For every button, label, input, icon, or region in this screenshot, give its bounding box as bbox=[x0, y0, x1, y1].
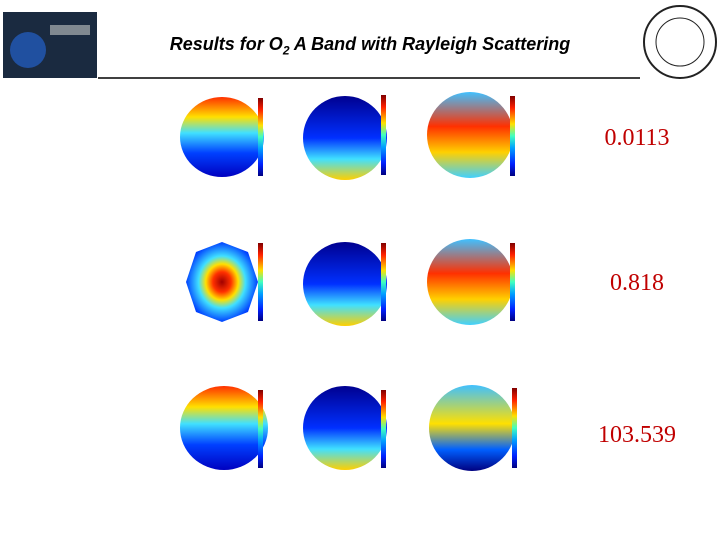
colorbar bbox=[510, 243, 515, 321]
plot-row bbox=[180, 92, 515, 180]
slide-title: Results for O2 A Band with Rayleigh Scat… bbox=[110, 34, 630, 58]
colorbar bbox=[512, 388, 517, 468]
logo-satellite bbox=[50, 25, 90, 35]
plot-row bbox=[186, 239, 515, 326]
polar-plot bbox=[303, 386, 387, 470]
polar-plot bbox=[429, 385, 515, 471]
plot-row bbox=[180, 385, 517, 471]
logo-right-inner bbox=[655, 17, 705, 67]
colorbar bbox=[258, 390, 263, 468]
colorbar bbox=[510, 96, 515, 176]
colorbar bbox=[381, 95, 386, 175]
logo-right bbox=[643, 5, 717, 79]
title-text: Results for O bbox=[169, 34, 283, 54]
polar-plot bbox=[427, 92, 513, 178]
polar-plot bbox=[180, 97, 264, 177]
title-text: A Band with Rayleigh Scattering bbox=[289, 34, 571, 54]
colorbar bbox=[258, 98, 263, 176]
polar-plot bbox=[186, 242, 258, 322]
polar-plot bbox=[303, 96, 387, 180]
result-value: 103.539 bbox=[598, 422, 676, 448]
colorbar bbox=[258, 243, 263, 321]
polar-plot bbox=[427, 239, 513, 325]
result-value: 0.0113 bbox=[604, 125, 670, 151]
polar-plot bbox=[180, 386, 268, 470]
result-value: 0.818 bbox=[610, 270, 664, 296]
title-subscript: 2 bbox=[282, 43, 290, 58]
logo-globe bbox=[10, 32, 46, 68]
colorbar bbox=[381, 243, 386, 321]
colorbar bbox=[381, 390, 386, 468]
polar-plot bbox=[303, 242, 387, 326]
